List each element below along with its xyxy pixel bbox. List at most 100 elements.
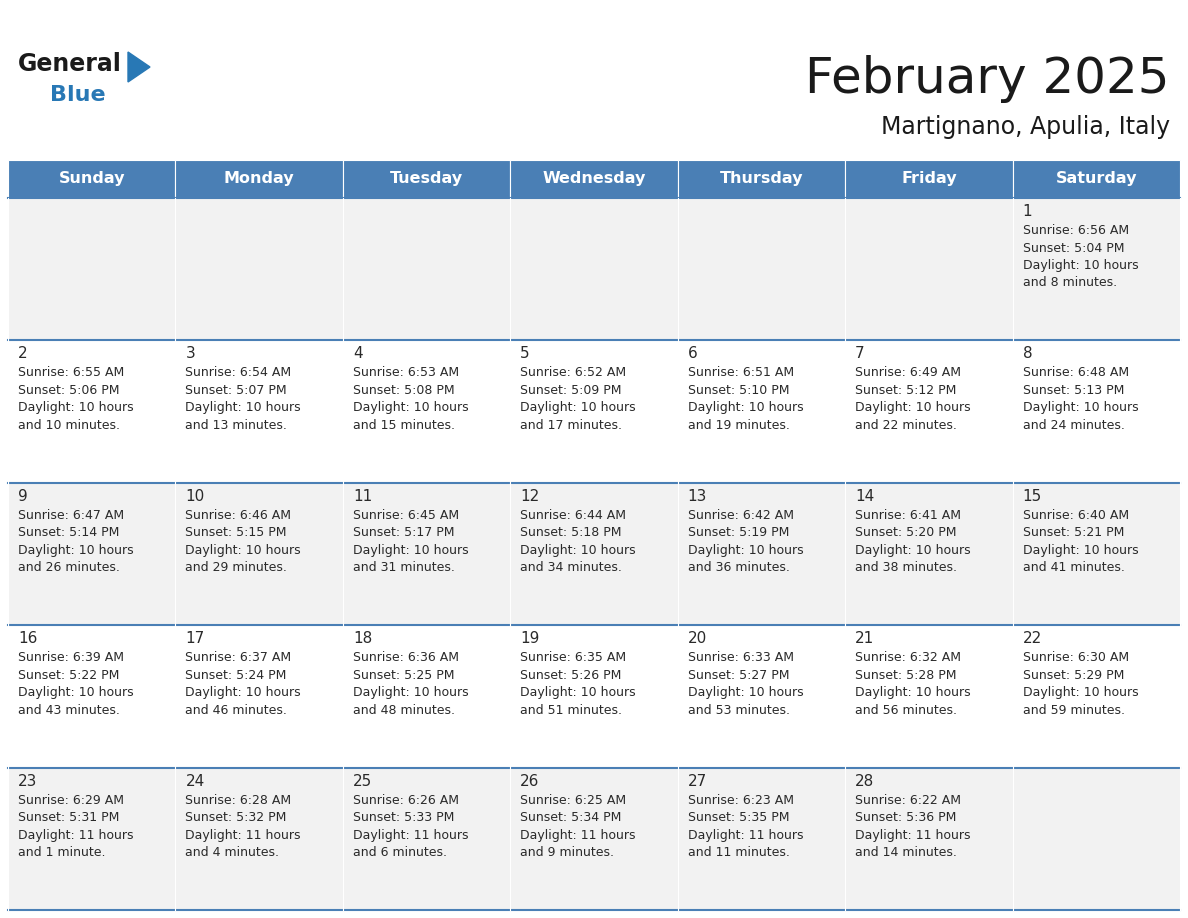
Bar bbox=[1012, 767, 1180, 910]
Text: 26: 26 bbox=[520, 774, 539, 789]
Text: Sunrise: 6:47 AM: Sunrise: 6:47 AM bbox=[18, 509, 124, 521]
Text: Daylight: 10 hours: Daylight: 10 hours bbox=[688, 543, 803, 557]
Text: and 22 minutes.: and 22 minutes. bbox=[855, 419, 958, 431]
Text: Daylight: 10 hours: Daylight: 10 hours bbox=[353, 543, 468, 557]
Text: Sunset: 5:22 PM: Sunset: 5:22 PM bbox=[18, 668, 119, 682]
FancyBboxPatch shape bbox=[677, 160, 845, 198]
FancyBboxPatch shape bbox=[1012, 160, 1180, 198]
Text: Sunrise: 6:45 AM: Sunrise: 6:45 AM bbox=[353, 509, 459, 521]
Text: Sunrise: 6:25 AM: Sunrise: 6:25 AM bbox=[520, 793, 626, 807]
Text: 18: 18 bbox=[353, 632, 372, 646]
Text: Blue: Blue bbox=[50, 85, 106, 105]
Text: Sunset: 5:20 PM: Sunset: 5:20 PM bbox=[855, 526, 956, 539]
Text: and 48 minutes.: and 48 minutes. bbox=[353, 704, 455, 717]
Bar bbox=[343, 625, 511, 767]
Text: and 56 minutes.: and 56 minutes. bbox=[855, 704, 958, 717]
Text: Sunrise: 6:35 AM: Sunrise: 6:35 AM bbox=[520, 651, 626, 665]
Text: 19: 19 bbox=[520, 632, 539, 646]
Text: 2: 2 bbox=[18, 346, 27, 362]
Text: Daylight: 10 hours: Daylight: 10 hours bbox=[185, 401, 301, 414]
FancyBboxPatch shape bbox=[511, 160, 677, 198]
Text: and 59 minutes.: and 59 minutes. bbox=[1023, 704, 1125, 717]
Text: and 11 minutes.: and 11 minutes. bbox=[688, 846, 790, 859]
Text: and 15 minutes.: and 15 minutes. bbox=[353, 419, 455, 431]
Text: and 24 minutes.: and 24 minutes. bbox=[1023, 419, 1125, 431]
Text: 8: 8 bbox=[1023, 346, 1032, 362]
Text: Sunrise: 6:23 AM: Sunrise: 6:23 AM bbox=[688, 793, 794, 807]
Text: 13: 13 bbox=[688, 488, 707, 504]
Text: Tuesday: Tuesday bbox=[390, 172, 463, 186]
Bar bbox=[1012, 341, 1180, 483]
FancyBboxPatch shape bbox=[8, 160, 176, 198]
Bar bbox=[677, 341, 845, 483]
Text: 20: 20 bbox=[688, 632, 707, 646]
Text: Sunset: 5:06 PM: Sunset: 5:06 PM bbox=[18, 384, 120, 397]
Bar bbox=[1012, 198, 1180, 341]
Text: Sunset: 5:28 PM: Sunset: 5:28 PM bbox=[855, 668, 956, 682]
Text: Sunset: 5:24 PM: Sunset: 5:24 PM bbox=[185, 668, 286, 682]
Text: and 10 minutes.: and 10 minutes. bbox=[18, 419, 120, 431]
Bar bbox=[677, 483, 845, 625]
Text: 25: 25 bbox=[353, 774, 372, 789]
Text: Sunset: 5:31 PM: Sunset: 5:31 PM bbox=[18, 812, 119, 824]
Text: 14: 14 bbox=[855, 488, 874, 504]
Text: Sunrise: 6:28 AM: Sunrise: 6:28 AM bbox=[185, 793, 291, 807]
Text: 21: 21 bbox=[855, 632, 874, 646]
Text: 15: 15 bbox=[1023, 488, 1042, 504]
Bar bbox=[511, 483, 677, 625]
Text: and 17 minutes.: and 17 minutes. bbox=[520, 419, 623, 431]
Text: Sunrise: 6:55 AM: Sunrise: 6:55 AM bbox=[18, 366, 125, 379]
Text: and 36 minutes.: and 36 minutes. bbox=[688, 561, 790, 575]
Text: Wednesday: Wednesday bbox=[542, 172, 646, 186]
Polygon shape bbox=[128, 52, 150, 82]
Text: 5: 5 bbox=[520, 346, 530, 362]
Text: Sunset: 5:25 PM: Sunset: 5:25 PM bbox=[353, 668, 454, 682]
Text: and 9 minutes.: and 9 minutes. bbox=[520, 846, 614, 859]
Text: Sunset: 5:14 PM: Sunset: 5:14 PM bbox=[18, 526, 119, 539]
Text: Sunset: 5:33 PM: Sunset: 5:33 PM bbox=[353, 812, 454, 824]
Text: Sunrise: 6:51 AM: Sunrise: 6:51 AM bbox=[688, 366, 794, 379]
FancyBboxPatch shape bbox=[845, 160, 1012, 198]
Text: Daylight: 11 hours: Daylight: 11 hours bbox=[353, 829, 468, 842]
Text: 4: 4 bbox=[353, 346, 362, 362]
Bar bbox=[677, 625, 845, 767]
Text: Sunset: 5:21 PM: Sunset: 5:21 PM bbox=[1023, 526, 1124, 539]
Text: Daylight: 10 hours: Daylight: 10 hours bbox=[18, 543, 133, 557]
Text: and 46 minutes.: and 46 minutes. bbox=[185, 704, 287, 717]
Text: Sunset: 5:26 PM: Sunset: 5:26 PM bbox=[520, 668, 621, 682]
Text: Saturday: Saturday bbox=[1055, 172, 1137, 186]
Text: and 13 minutes.: and 13 minutes. bbox=[185, 419, 287, 431]
Text: 16: 16 bbox=[18, 632, 37, 646]
Bar bbox=[176, 767, 343, 910]
Bar bbox=[176, 625, 343, 767]
Text: Sunrise: 6:48 AM: Sunrise: 6:48 AM bbox=[1023, 366, 1129, 379]
Text: Sunset: 5:15 PM: Sunset: 5:15 PM bbox=[185, 526, 287, 539]
Text: and 29 minutes.: and 29 minutes. bbox=[185, 561, 287, 575]
Text: 27: 27 bbox=[688, 774, 707, 789]
Text: and 26 minutes.: and 26 minutes. bbox=[18, 561, 120, 575]
Text: Monday: Monday bbox=[223, 172, 295, 186]
Text: Sunset: 5:04 PM: Sunset: 5:04 PM bbox=[1023, 241, 1124, 254]
Text: Sunset: 5:07 PM: Sunset: 5:07 PM bbox=[185, 384, 287, 397]
Text: Daylight: 10 hours: Daylight: 10 hours bbox=[855, 686, 971, 700]
Text: and 4 minutes.: and 4 minutes. bbox=[185, 846, 279, 859]
Bar bbox=[8, 341, 176, 483]
Text: and 53 minutes.: and 53 minutes. bbox=[688, 704, 790, 717]
Bar bbox=[845, 483, 1012, 625]
Bar bbox=[677, 767, 845, 910]
Text: Sunrise: 6:54 AM: Sunrise: 6:54 AM bbox=[185, 366, 291, 379]
Bar bbox=[176, 341, 343, 483]
Text: 11: 11 bbox=[353, 488, 372, 504]
Text: Daylight: 10 hours: Daylight: 10 hours bbox=[688, 686, 803, 700]
Text: Sunrise: 6:40 AM: Sunrise: 6:40 AM bbox=[1023, 509, 1129, 521]
Text: and 19 minutes.: and 19 minutes. bbox=[688, 419, 790, 431]
Text: 23: 23 bbox=[18, 774, 37, 789]
Text: 1: 1 bbox=[1023, 204, 1032, 219]
Bar bbox=[845, 198, 1012, 341]
Text: and 41 minutes.: and 41 minutes. bbox=[1023, 561, 1125, 575]
Text: Daylight: 10 hours: Daylight: 10 hours bbox=[18, 686, 133, 700]
Text: Daylight: 11 hours: Daylight: 11 hours bbox=[185, 829, 301, 842]
Bar bbox=[845, 767, 1012, 910]
Text: Daylight: 10 hours: Daylight: 10 hours bbox=[520, 543, 636, 557]
Text: Daylight: 11 hours: Daylight: 11 hours bbox=[520, 829, 636, 842]
